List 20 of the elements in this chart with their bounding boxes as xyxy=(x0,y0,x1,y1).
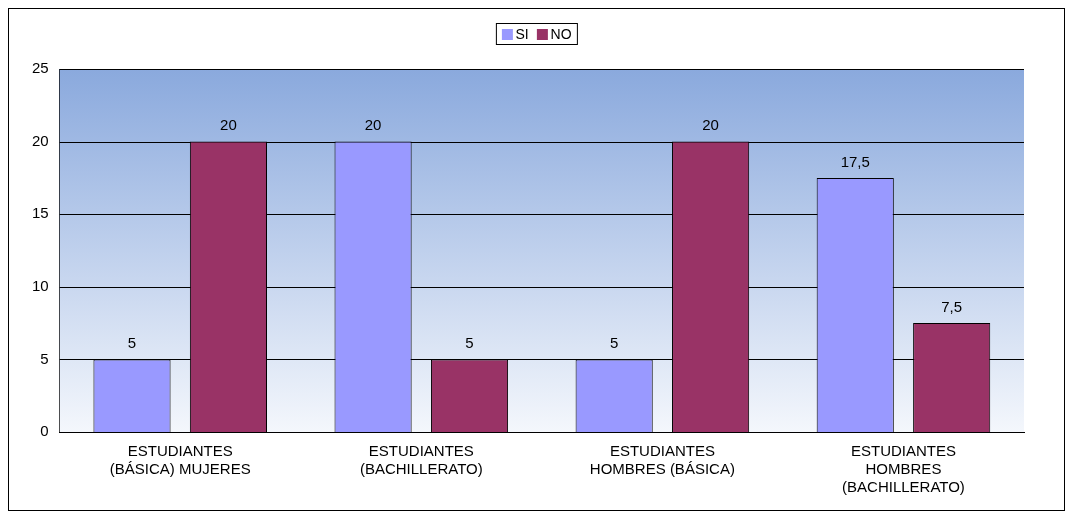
y-tick-label: 10 xyxy=(32,276,49,294)
y-tick-label: 20 xyxy=(32,131,49,149)
y-tick-label: 25 xyxy=(32,59,49,77)
data-label: 5 xyxy=(465,334,474,352)
data-label: 17,5 xyxy=(840,152,870,170)
data-label: 7,5 xyxy=(941,297,963,315)
y-tick-label: 15 xyxy=(32,204,49,222)
data-label: 20 xyxy=(220,116,237,134)
data-label: 5 xyxy=(127,334,137,352)
data-label: 5 xyxy=(609,334,619,352)
x-tick-label: ESTUDIANTES HOMBRES (BÁSICA) xyxy=(589,442,735,478)
y-tick-label: 0 xyxy=(40,422,49,440)
data-label: 20 xyxy=(702,116,719,134)
y-tick-label: 5 xyxy=(40,349,49,367)
legend-label: NO xyxy=(550,26,572,42)
x-tick-label: ESTUDIANTES HOMBRES (BACHILLERATO) xyxy=(842,442,965,496)
x-tick-label: ESTUDIANTES (BACHILLERATO) xyxy=(359,442,483,478)
legend-label: SI xyxy=(515,26,529,42)
x-tick-label: ESTUDIANTES (BÁSICA) MUJERES xyxy=(109,442,251,478)
data-label: 20 xyxy=(364,116,382,134)
